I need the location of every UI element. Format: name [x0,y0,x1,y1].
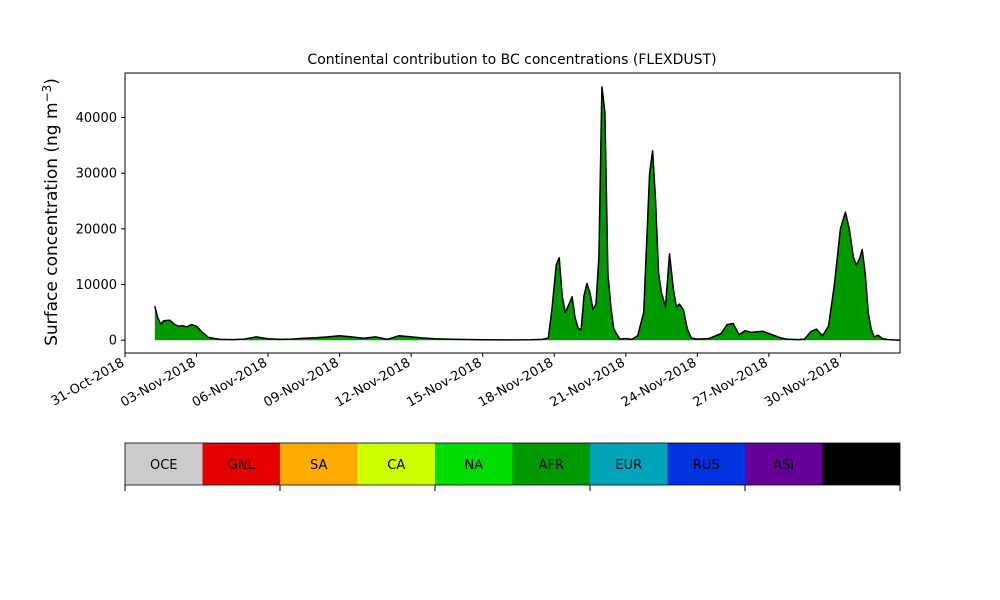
x-tick-label: 21-Nov-2018 [547,355,627,410]
legend-swatch-rus [667,443,745,485]
y-tick-label: 10000 [76,278,117,293]
y-tick-label: 30000 [76,167,117,182]
x-tick-label: 15-Nov-2018 [404,355,484,410]
x-tick-label: 24-Nov-2018 [619,355,699,410]
x-tick-label: 30-Nov-2018 [762,355,842,410]
legend-label-oce: OCE [150,458,178,473]
chart-title: Continental contribution to BC concentra… [307,52,716,68]
legend-swatch-eur [590,443,668,485]
series-line-afr [154,86,901,341]
legend-swatch-sa [280,443,358,485]
y-axis-label-main: Surface concentration (ng m [42,102,62,345]
legend-label-sa: SA [310,458,327,473]
legend-label-eur: EUR [615,458,642,473]
y-axis-label-superscript: −3 [40,85,54,103]
legend-label-gnl: GNL [228,458,256,473]
axes-frame [124,72,901,354]
legend-label-afr: AFR [539,458,564,473]
x-tick-label: 09-Nov-2018 [261,355,341,410]
legend-label-aus: AUS [848,458,875,473]
y-tick-label: 40000 [76,111,117,126]
legend-frame [124,442,901,486]
legend-swatch-afr [512,443,590,485]
x-tick-label: 27-Nov-2018 [691,355,771,410]
legend-label-na: NA [464,458,483,473]
x-tick-label: 31-Oct-2018 [49,355,127,409]
x-tick-label: 06-Nov-2018 [190,355,270,410]
x-tick-label: 03-Nov-2018 [118,355,198,410]
series-area-afr [154,86,901,341]
plot-area [154,86,901,341]
legend-swatch-oce [125,443,203,485]
x-axis: 31-Oct-201803-Nov-201806-Nov-201809-Nov-… [49,353,842,410]
y-axis-label-close: ) [42,78,62,85]
legend-label-ca: CA [387,458,405,473]
x-tick-label: 18-Nov-2018 [476,355,556,410]
legend-swatch-ca [357,443,435,485]
y-axis-label: Surface concentration (ng m−3) [40,78,62,346]
legend-label-rus: RUS [693,458,720,473]
legend-swatch-gnl [202,443,280,485]
y-tick-label: 0 [109,334,117,349]
x-tick-label: 12-Nov-2018 [333,355,413,410]
legend-label-asi: ASI [773,458,794,473]
legend-swatch-aus [822,443,900,485]
y-tick-label: 20000 [76,222,117,237]
y-axis: 0 10000 20000 30000 40000 [76,111,125,349]
legend-swatch-asi [745,443,823,485]
legend-swatch-na [435,443,513,485]
legend-colorbar: OCE GNL SA CA NA AFR EUR RUS ASI AUS [124,442,901,491]
